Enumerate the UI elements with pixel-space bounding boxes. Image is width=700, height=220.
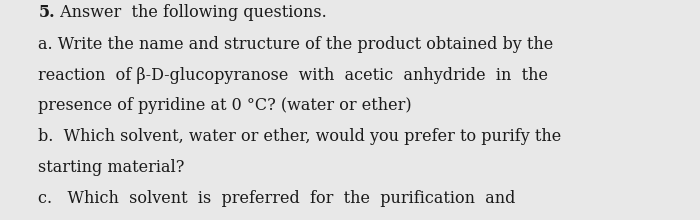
Text: c.   Which  solvent  is  preferred  for  the  purification  and: c. Which solvent is preferred for the pu… (38, 190, 516, 207)
Text: starting material?: starting material? (38, 159, 185, 176)
Text: reaction  of β-D-glucopyranose  with  acetic  anhydride  in  the: reaction of β-D-glucopyranose with aceti… (38, 67, 549, 84)
Text: Answer  the following questions.: Answer the following questions. (55, 4, 327, 21)
Text: 5.: 5. (38, 4, 55, 21)
Text: b.  Which solvent, water or ether, would you prefer to purify the: b. Which solvent, water or ether, would … (38, 128, 561, 145)
Text: a. Write the name and structure of the product obtained by the: a. Write the name and structure of the p… (38, 36, 554, 53)
Text: presence of pyridine at 0 °C? (water or ether): presence of pyridine at 0 °C? (water or … (38, 97, 412, 114)
